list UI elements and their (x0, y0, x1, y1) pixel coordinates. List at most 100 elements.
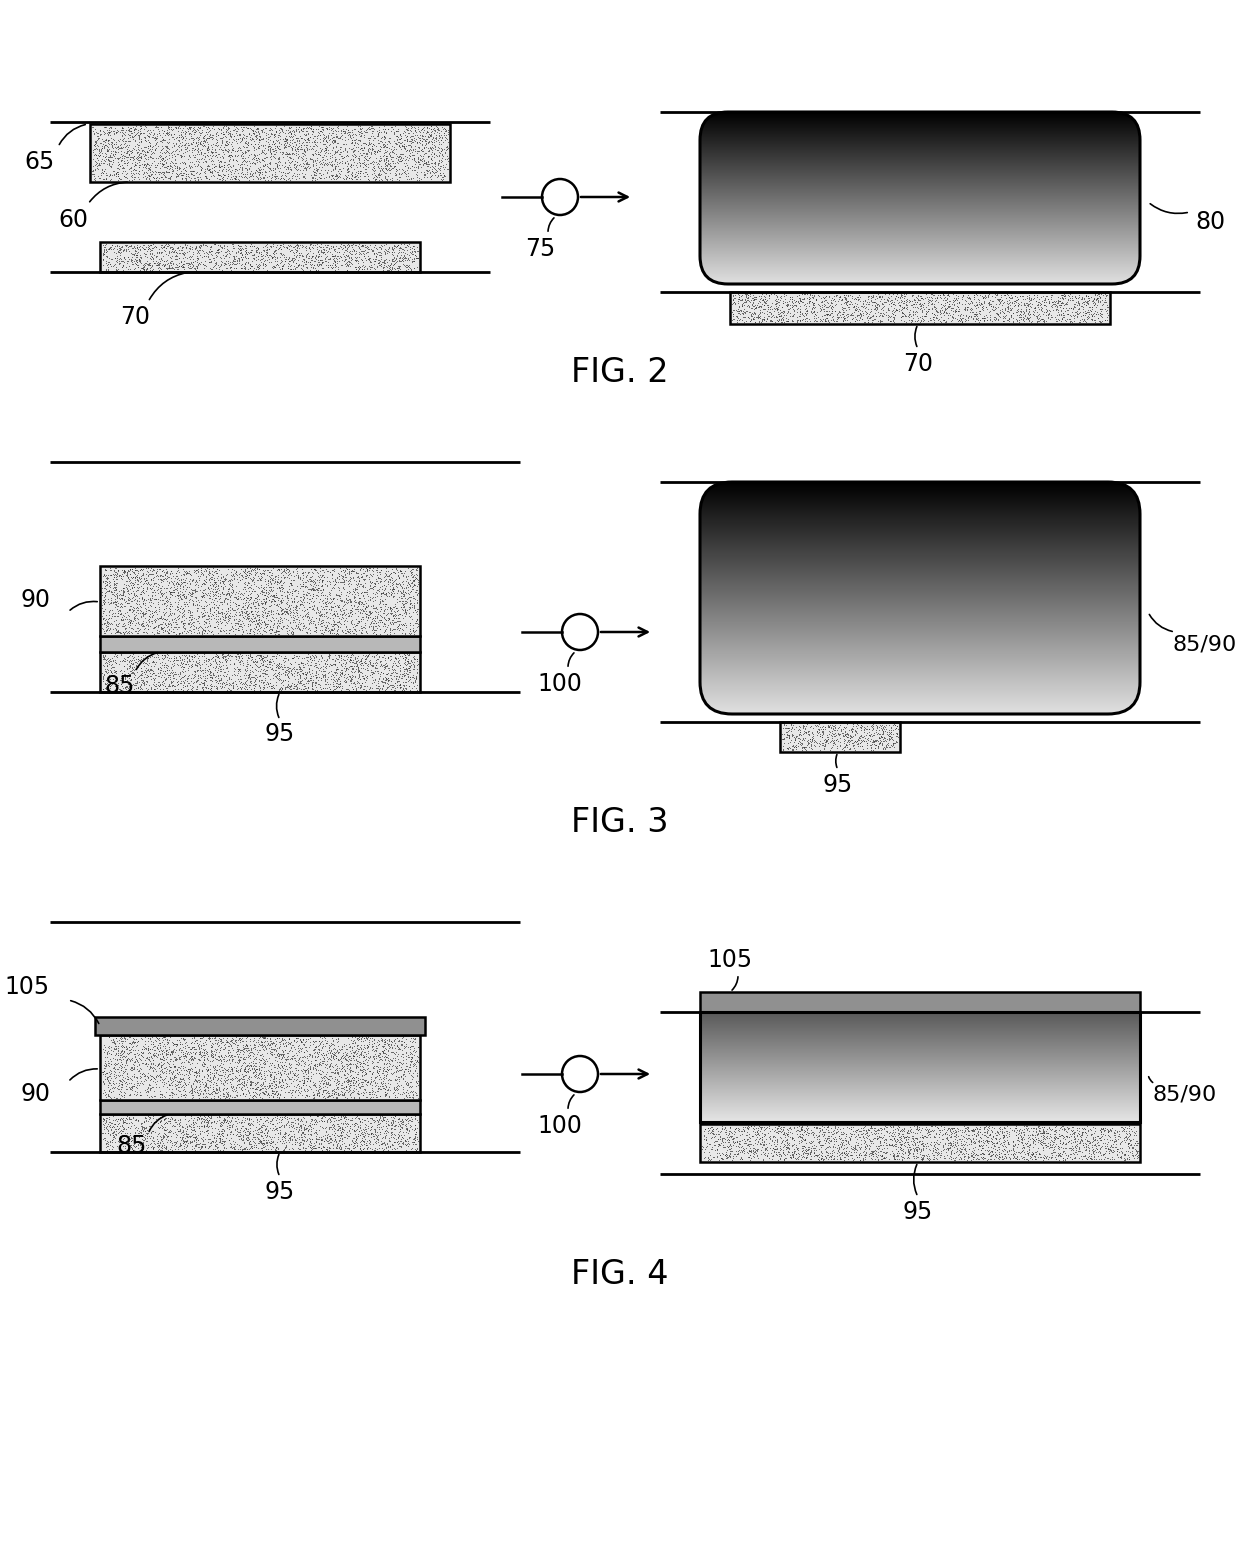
Point (207, 577, 227, 601)
Point (247, 1110, 267, 1135)
Point (1013, 1138, 1033, 1163)
Point (714, 1119, 734, 1144)
Point (815, 293, 835, 318)
Point (387, 669, 407, 694)
Point (258, 563, 278, 588)
Point (781, 290, 801, 315)
Point (854, 310, 874, 335)
Point (351, 1123, 371, 1147)
Point (200, 250, 219, 274)
Point (377, 258, 397, 282)
Point (165, 652, 185, 677)
Point (161, 163, 181, 188)
Point (248, 592, 268, 617)
Point (275, 123, 295, 148)
Point (263, 617, 283, 641)
Point (926, 1140, 946, 1164)
Point (306, 116, 326, 140)
Point (378, 1070, 398, 1095)
Point (760, 301, 780, 325)
Point (170, 1067, 190, 1092)
Point (118, 1047, 138, 1072)
Point (303, 1079, 322, 1104)
Point (175, 137, 195, 162)
Point (128, 1056, 148, 1081)
Point (269, 148, 289, 173)
Point (238, 251, 258, 276)
Point (935, 298, 955, 322)
Point (140, 1132, 160, 1156)
Point (1065, 1146, 1085, 1170)
Point (233, 595, 253, 620)
Point (273, 669, 293, 694)
Point (203, 1078, 223, 1103)
Point (218, 133, 238, 157)
Point (955, 1119, 975, 1144)
Point (118, 114, 138, 139)
Point (216, 1109, 236, 1133)
Point (320, 675, 340, 700)
Point (241, 1118, 260, 1143)
Point (1079, 284, 1099, 308)
Point (306, 654, 326, 678)
Point (800, 723, 820, 748)
Point (117, 577, 136, 601)
Point (427, 114, 446, 139)
Point (1029, 1119, 1049, 1144)
Point (322, 617, 342, 641)
Point (332, 1070, 352, 1095)
Point (1048, 299, 1068, 324)
Point (198, 1062, 218, 1087)
Point (340, 1073, 360, 1098)
Point (222, 1027, 242, 1052)
Point (130, 601, 150, 626)
Point (841, 717, 861, 742)
Point (436, 157, 456, 182)
Point (401, 117, 420, 142)
Point (290, 655, 310, 680)
Point (259, 1075, 279, 1099)
Point (98, 567, 118, 592)
Point (263, 1126, 283, 1150)
Point (212, 652, 232, 677)
Point (154, 234, 174, 259)
Point (303, 677, 322, 702)
Point (389, 145, 409, 170)
Point (128, 675, 148, 700)
Point (367, 1126, 387, 1150)
Point (270, 116, 290, 140)
Point (122, 574, 141, 598)
Point (1116, 1124, 1136, 1149)
Point (351, 672, 371, 697)
Point (120, 658, 140, 683)
Point (997, 308, 1017, 333)
Point (182, 646, 202, 671)
Point (100, 672, 120, 697)
Point (393, 592, 413, 617)
Point (126, 583, 146, 608)
Point (112, 660, 131, 685)
Point (894, 1141, 914, 1166)
Point (744, 298, 764, 322)
Point (1063, 1135, 1083, 1160)
Point (124, 595, 144, 620)
Point (777, 1123, 797, 1147)
Point (148, 1053, 167, 1078)
Point (250, 1059, 270, 1084)
Point (394, 244, 414, 268)
Point (215, 1042, 234, 1067)
Point (748, 1146, 768, 1170)
Point (321, 130, 341, 154)
Point (176, 1121, 196, 1146)
Point (108, 1049, 128, 1073)
Point (162, 1084, 182, 1109)
Point (784, 1115, 804, 1140)
Point (391, 1116, 410, 1141)
Point (768, 1129, 787, 1153)
Point (797, 282, 817, 307)
Point (854, 287, 874, 311)
Point (262, 620, 281, 645)
Point (141, 649, 161, 674)
Point (248, 119, 268, 143)
Point (975, 1115, 994, 1140)
